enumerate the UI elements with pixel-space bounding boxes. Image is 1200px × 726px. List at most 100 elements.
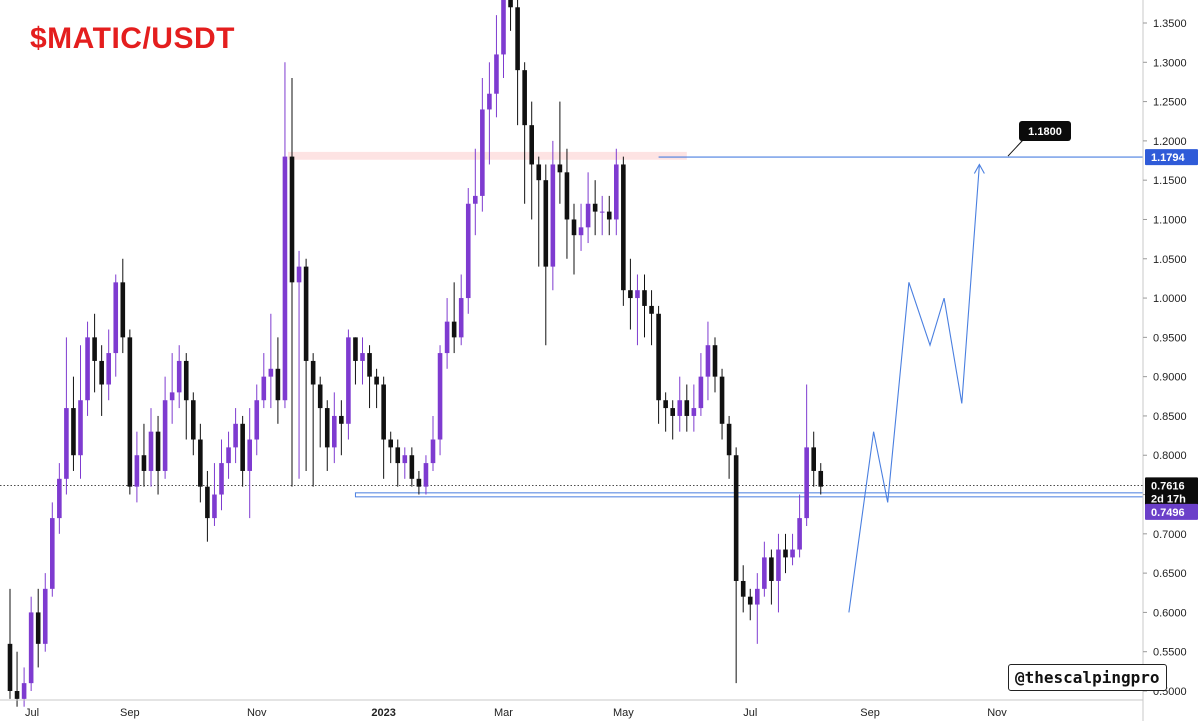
- candle-body: [543, 180, 549, 267]
- candle: [536, 156, 542, 267]
- candle-body: [628, 290, 633, 299]
- candle: [205, 470, 210, 542]
- resistance-price-tag: 1.1794: [1145, 149, 1198, 166]
- candle: [522, 62, 527, 204]
- candle-body: [663, 400, 668, 409]
- current-price-tag-text: 2d 17h: [1151, 493, 1186, 505]
- candle: [92, 313, 97, 393]
- candle: [303, 258, 309, 471]
- support-price-tag-bg: [1145, 503, 1198, 520]
- candle-body: [529, 125, 534, 165]
- candle: [473, 148, 478, 236]
- candle: [275, 337, 281, 424]
- candle-body: [169, 392, 175, 401]
- candle-body: [176, 360, 182, 393]
- candle: [747, 588, 753, 621]
- candle: [388, 431, 393, 464]
- candle: [21, 667, 27, 707]
- candle-body: [254, 400, 260, 440]
- candle-body: [606, 211, 612, 220]
- candle: [346, 329, 351, 440]
- candle: [684, 384, 690, 432]
- candle-body: [240, 423, 245, 471]
- price-tick-label: 1.1000: [1153, 214, 1187, 226]
- candle: [755, 573, 760, 644]
- candle-body: [296, 266, 302, 283]
- candle-body: [303, 266, 309, 361]
- candle: [219, 439, 224, 511]
- candle-body: [684, 400, 690, 416]
- candle: [740, 565, 746, 613]
- candle-body: [21, 683, 27, 699]
- candle: [360, 337, 365, 385]
- candle-body: [473, 195, 478, 204]
- time-tick-label: Mar: [494, 707, 513, 719]
- candle-body: [691, 408, 697, 416]
- candle-body: [430, 439, 436, 464]
- candle-body: [578, 227, 584, 236]
- candle-body: [776, 549, 781, 581]
- candle-body: [71, 408, 76, 456]
- candle-body: [324, 408, 330, 448]
- time-axis[interactable]: Jul Sep Nov 2023 Mar May Jul Sep Nov: [0, 699, 1143, 719]
- candle-body: [198, 439, 203, 487]
- candle-body: [332, 415, 337, 448]
- price-tick-label: 1.3000: [1153, 57, 1187, 69]
- candle: [176, 345, 182, 409]
- current-price-tag-bg: [1145, 477, 1198, 507]
- candle-body: [191, 400, 196, 440]
- candle-body: [649, 305, 654, 314]
- candle: [212, 463, 217, 526]
- time-tick-label: Sep: [120, 707, 140, 719]
- candle: [733, 447, 739, 684]
- candle: [381, 376, 386, 479]
- candle: [804, 384, 809, 526]
- candle-body: [381, 384, 386, 440]
- candle-body: [219, 463, 224, 495]
- candle: [480, 78, 485, 212]
- candle: [42, 573, 48, 652]
- candle: [402, 447, 408, 479]
- candle-body: [656, 313, 661, 401]
- candle-body: [564, 172, 570, 220]
- candle: [296, 250, 302, 479]
- candle-body: [465, 203, 471, 299]
- candle-body: [120, 282, 126, 338]
- price-tick-label: 1.3500: [1153, 18, 1187, 30]
- candle: [557, 101, 563, 204]
- candle-body: [769, 557, 774, 581]
- candle-body: [515, 7, 520, 71]
- candle: [663, 392, 668, 432]
- candle: [254, 384, 260, 456]
- candle: [64, 337, 69, 495]
- price-tick-label: 0.8000: [1153, 450, 1187, 462]
- candle-body: [522, 70, 527, 126]
- candle-body: [42, 588, 48, 644]
- candle-body: [480, 109, 485, 196]
- candle: [35, 588, 41, 668]
- candle: [790, 533, 795, 566]
- candle: [141, 423, 147, 487]
- candle-body: [14, 691, 20, 699]
- candles-layer: [7, 0, 824, 707]
- price-tick-label: 0.8500: [1153, 411, 1187, 423]
- candle: [543, 164, 549, 346]
- candle-body: [226, 447, 231, 464]
- candle-body: [416, 478, 422, 487]
- candle: [649, 290, 654, 346]
- price-axis[interactable]: 1.3500 1.3000 1.2500 1.2000 1.1500 1.1000 1.05…: [1142, 0, 1187, 721]
- price-tick-label: 0.6000: [1153, 607, 1187, 619]
- candle-body: [127, 337, 133, 487]
- candle-body: [106, 353, 111, 385]
- candle: [268, 313, 274, 409]
- candle-body: [409, 455, 415, 479]
- candle-body: [726, 423, 732, 456]
- callout-text: 1.1800: [1028, 126, 1062, 138]
- candle: [148, 408, 154, 487]
- candle-body: [451, 321, 457, 338]
- candle: [719, 368, 725, 440]
- candle: [691, 384, 697, 432]
- candle: [310, 353, 316, 487]
- candle: [571, 203, 577, 275]
